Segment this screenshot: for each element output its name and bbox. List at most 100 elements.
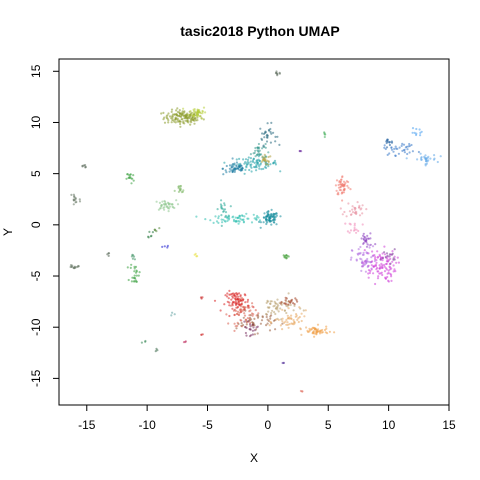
data-point bbox=[394, 145, 397, 148]
data-point bbox=[125, 177, 128, 180]
data-point bbox=[228, 170, 231, 173]
data-point bbox=[72, 203, 75, 206]
data-point bbox=[255, 169, 258, 172]
data-point bbox=[244, 168, 247, 171]
data-point bbox=[406, 148, 409, 151]
data-point bbox=[365, 245, 369, 248]
data-point bbox=[234, 302, 237, 305]
data-point bbox=[257, 142, 260, 146]
data-point bbox=[258, 219, 262, 222]
data-point bbox=[342, 185, 345, 188]
data-point bbox=[193, 253, 196, 256]
data-point bbox=[259, 221, 262, 224]
data-point bbox=[360, 258, 363, 261]
data-point bbox=[176, 120, 179, 123]
data-point bbox=[223, 303, 226, 306]
data-point bbox=[228, 289, 231, 292]
data-point bbox=[140, 341, 143, 344]
data-point bbox=[158, 227, 161, 230]
data-point bbox=[420, 130, 423, 133]
data-point bbox=[246, 158, 250, 161]
data-point bbox=[356, 201, 359, 204]
data-point bbox=[220, 207, 223, 210]
data-point bbox=[244, 294, 247, 297]
data-point bbox=[405, 157, 408, 160]
x-tick-label: 15 bbox=[442, 418, 456, 432]
data-point bbox=[226, 295, 229, 298]
data-point bbox=[404, 146, 407, 149]
data-point bbox=[229, 304, 233, 307]
data-point bbox=[261, 159, 264, 162]
data-point bbox=[181, 118, 184, 121]
data-point bbox=[360, 237, 363, 240]
data-point bbox=[372, 265, 375, 268]
data-point bbox=[281, 328, 284, 331]
cluster-22 bbox=[383, 142, 420, 157]
data-point bbox=[265, 220, 268, 223]
data-point bbox=[293, 303, 296, 306]
data-point bbox=[380, 262, 383, 265]
data-point bbox=[253, 161, 256, 164]
cluster-29 bbox=[265, 292, 305, 321]
data-point bbox=[126, 266, 129, 269]
data-point bbox=[260, 137, 263, 140]
data-point bbox=[193, 108, 196, 111]
data-point bbox=[219, 203, 222, 206]
data-point bbox=[415, 132, 418, 135]
data-point bbox=[436, 160, 439, 164]
data-point bbox=[323, 132, 326, 135]
data-point bbox=[269, 155, 272, 158]
data-point bbox=[267, 310, 270, 313]
data-point bbox=[376, 256, 379, 259]
data-point bbox=[243, 215, 246, 218]
data-point bbox=[179, 122, 182, 126]
data-point bbox=[368, 271, 371, 275]
data-point bbox=[284, 299, 287, 302]
data-point bbox=[229, 205, 232, 208]
data-point bbox=[349, 223, 352, 226]
data-point bbox=[281, 317, 284, 320]
data-point bbox=[231, 169, 235, 172]
data-point bbox=[252, 326, 255, 329]
data-point bbox=[279, 324, 282, 327]
data-point bbox=[178, 109, 181, 112]
data-point bbox=[374, 282, 377, 286]
data-point bbox=[326, 332, 329, 335]
data-point bbox=[220, 218, 223, 221]
data-point bbox=[237, 322, 240, 326]
data-point bbox=[148, 230, 151, 233]
data-point bbox=[242, 298, 245, 301]
data-point bbox=[236, 310, 240, 313]
data-point bbox=[187, 113, 190, 116]
data-point bbox=[249, 157, 252, 160]
data-point bbox=[378, 253, 381, 256]
data-point bbox=[359, 208, 362, 211]
data-point bbox=[275, 212, 278, 215]
data-point bbox=[251, 314, 254, 317]
data-point bbox=[394, 154, 397, 157]
data-point bbox=[279, 215, 282, 218]
data-point bbox=[204, 218, 207, 221]
data-point bbox=[367, 272, 370, 275]
data-point bbox=[423, 156, 426, 159]
data-point bbox=[69, 265, 72, 269]
data-point bbox=[360, 265, 364, 268]
data-point bbox=[389, 268, 392, 271]
data-point bbox=[265, 218, 268, 221]
data-point bbox=[385, 262, 388, 266]
data-point bbox=[147, 235, 150, 238]
data-point bbox=[285, 323, 288, 326]
data-point bbox=[274, 312, 277, 316]
data-point bbox=[338, 181, 341, 184]
data-point bbox=[297, 317, 300, 320]
data-point bbox=[227, 218, 230, 221]
data-point bbox=[262, 167, 265, 170]
data-point bbox=[225, 164, 228, 168]
data-point bbox=[323, 328, 327, 332]
data-point bbox=[341, 199, 344, 202]
data-point bbox=[175, 199, 178, 202]
data-point bbox=[274, 302, 277, 305]
data-point bbox=[396, 256, 399, 259]
data-point bbox=[179, 187, 182, 190]
data-point bbox=[348, 210, 351, 213]
